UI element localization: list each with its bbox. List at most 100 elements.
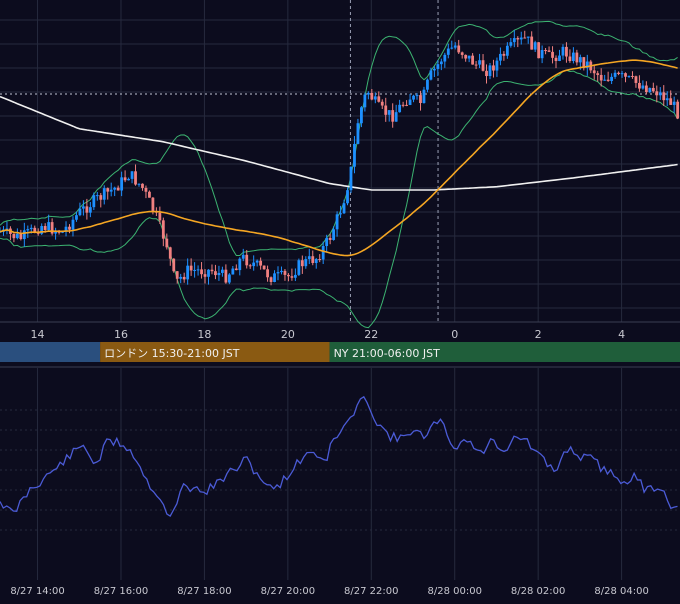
candle-body (380, 101, 384, 106)
candle-body (485, 70, 488, 77)
candle-body (248, 265, 252, 267)
candle-body (655, 91, 659, 96)
candle-body (280, 270, 283, 273)
candle-body (217, 272, 221, 276)
session-band (100, 342, 330, 362)
candle-body (610, 76, 614, 81)
candle-body (665, 98, 669, 101)
candle-body (22, 230, 26, 240)
candle-body (603, 79, 607, 81)
candle-body (530, 36, 534, 50)
candle-body (158, 212, 162, 221)
candle-body (492, 65, 495, 71)
candle-body (578, 57, 582, 63)
candle-body (120, 177, 124, 191)
main-x-tick-label: 4 (618, 328, 625, 341)
candle-body (210, 269, 214, 272)
candle-body (450, 47, 454, 49)
candle-body (676, 101, 680, 119)
candle-body (644, 85, 648, 93)
candle-body (551, 51, 554, 58)
candle-body (50, 222, 54, 234)
candle-body (672, 101, 676, 105)
candle-body (29, 227, 33, 230)
candle-body (554, 57, 558, 61)
candle-body (627, 75, 631, 77)
candle-body (460, 52, 464, 55)
candle-body (360, 107, 363, 124)
candle-body (585, 61, 589, 68)
candle-body (311, 256, 315, 263)
candle-body (182, 276, 186, 280)
candle-body (207, 269, 210, 277)
candle-body (189, 265, 193, 271)
candle-body (71, 219, 75, 230)
candle-body (203, 274, 207, 277)
candle-body (283, 270, 287, 275)
candle-body (453, 45, 457, 48)
candle-body (335, 214, 339, 230)
candle-body (54, 231, 58, 234)
candle-body (669, 98, 673, 105)
candle-body (293, 274, 297, 278)
candle-body (641, 85, 645, 89)
candle-body (366, 92, 370, 95)
candle-body (276, 272, 280, 274)
candle-body (47, 222, 51, 230)
candle-body (648, 87, 652, 93)
candle-body (436, 64, 440, 69)
bollinger-upper-band (0, 20, 678, 256)
candle-body (40, 226, 44, 234)
candle-body (342, 203, 346, 214)
candle-body (387, 110, 391, 115)
candle-body (401, 104, 405, 106)
candle-body (464, 54, 468, 59)
bottom-x-tick-label: 8/28 00:00 (427, 586, 481, 597)
candle-body (412, 95, 415, 100)
candle-body (547, 50, 551, 52)
candle-body (19, 233, 23, 240)
candle-body (363, 94, 367, 108)
candle-body (214, 271, 217, 276)
candle-body (328, 237, 332, 240)
candle-body (422, 89, 426, 104)
bottom-x-tick-label: 8/27 22:00 (344, 586, 398, 597)
candle-body (269, 277, 273, 282)
candle-body (75, 215, 78, 220)
session-label: NY 21:00-06:00 JST (334, 347, 441, 360)
candle-body (144, 187, 148, 192)
candle-body (116, 187, 120, 191)
candle-body (179, 276, 183, 279)
candle-body (613, 72, 617, 77)
candle-body (377, 96, 381, 102)
candle-body (356, 123, 360, 144)
candle-body (405, 104, 408, 106)
candle-body (540, 50, 544, 59)
bottom-x-tick-label: 8/27 14:00 (10, 586, 64, 597)
candle-body (658, 92, 662, 96)
candle-body (391, 110, 395, 122)
candle-body (599, 74, 603, 81)
main-x-tick-label: 20 (281, 328, 295, 341)
candle-body (307, 256, 311, 260)
candle-body (99, 195, 103, 200)
candle-body (495, 60, 499, 71)
candle-body (314, 259, 318, 263)
candle-body (509, 42, 513, 46)
candle-body (582, 57, 586, 68)
candle-body (373, 96, 377, 100)
candle-body (516, 38, 520, 40)
candle-body (234, 268, 238, 271)
candle-body (478, 60, 481, 65)
candle-body (15, 233, 19, 239)
candle-body (262, 265, 266, 270)
oscillator-line (0, 395, 678, 518)
candle-body (571, 52, 575, 62)
candle-body (287, 274, 290, 277)
candle-body (415, 95, 419, 97)
candle-body (533, 42, 537, 50)
candle-body (26, 229, 30, 231)
candle-body (300, 260, 304, 267)
